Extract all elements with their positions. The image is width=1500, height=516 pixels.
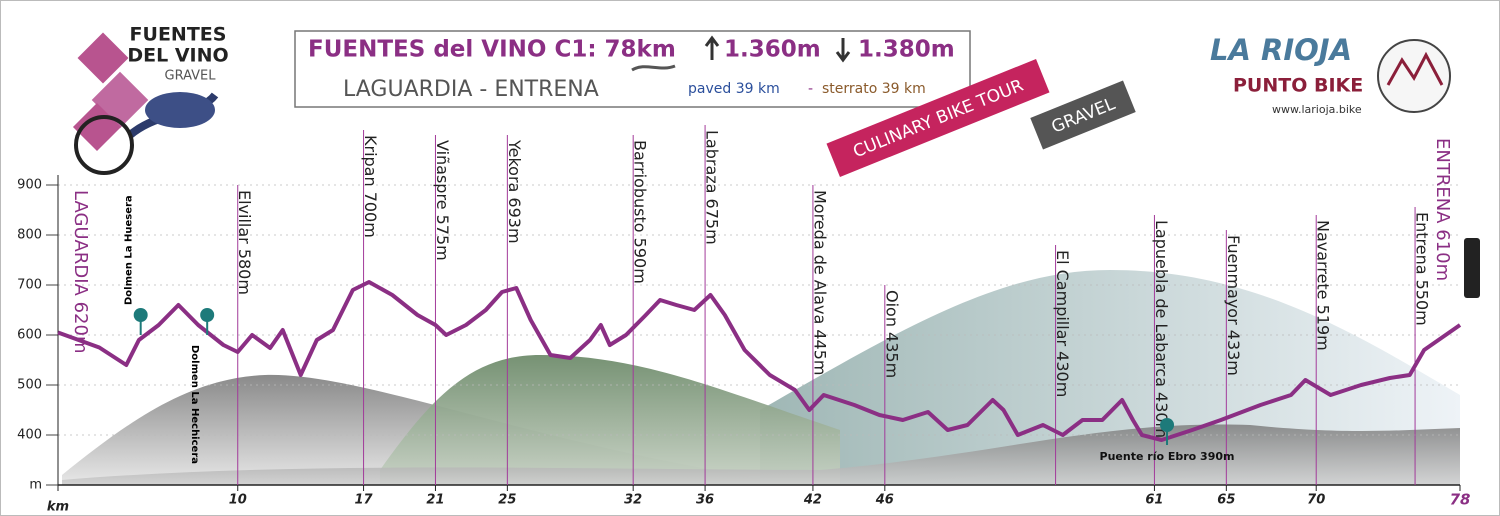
descent: 1.380m — [858, 37, 955, 63]
place-label: Entrena 550m — [1413, 212, 1432, 326]
place-label: Moreda de Alava 445m — [810, 190, 829, 375]
paved: paved 39 km — [688, 81, 780, 97]
pin — [1160, 418, 1175, 432]
pin-label: Dolmen La Huesera — [124, 195, 135, 305]
route-arrow — [631, 64, 676, 72]
y-tick-label: 900 — [17, 178, 42, 193]
x-tick-label: 61 — [1145, 493, 1163, 508]
up-arrow — [704, 35, 720, 60]
x-tick-label: 70 — [1307, 493, 1325, 508]
separator: - — [808, 81, 813, 97]
place-label: Viñaspre 575m — [433, 140, 452, 261]
down-arrow — [835, 38, 851, 63]
y-tick-label: 700 — [17, 278, 42, 293]
title: FUENTES del VINO C1: 78km — [308, 37, 676, 63]
x-tick-label: 65 — [1217, 493, 1235, 508]
x-tick-label: 10 — [229, 493, 247, 508]
place-label: El Campillar 430m — [1053, 250, 1072, 397]
y-tick-label: 800 — [17, 228, 42, 243]
hill — [62, 424, 1460, 485]
place-label: Barriobusto 590m — [631, 140, 650, 284]
logo-text: GRAVEL — [165, 69, 217, 84]
place-label: Elvillar 580m — [235, 190, 254, 295]
hill — [380, 355, 840, 485]
x-tick-label: 78 — [1450, 491, 1471, 509]
place-label: Yekora 693m — [505, 139, 524, 244]
x-tick-label: 36 — [696, 493, 714, 508]
place-label: Kripan 700m — [361, 135, 380, 238]
place-label: LAGUARDIA 620m — [70, 190, 91, 353]
pin-label: Puente río Ebro 390m — [1100, 450, 1235, 463]
logo — [72, 32, 219, 175]
x-tick-label: km — [47, 500, 69, 515]
place-label: ENTRENA 610m — [1432, 138, 1453, 281]
x-tick-label: 25 — [498, 493, 516, 508]
brand: LA RIOJA — [1210, 33, 1352, 67]
route: LAGUARDIA - ENTRENA — [343, 77, 599, 102]
x-tick-label: 17 — [355, 493, 374, 508]
y-tick-label: 400 — [17, 428, 42, 443]
profile-line — [57, 280, 1462, 442]
cc-badge — [1464, 238, 1480, 298]
pin — [133, 308, 148, 322]
logo-text: FUENTES — [130, 24, 227, 46]
place-label: Lapuebla de Labarca 430m — [1152, 220, 1171, 438]
brand-logo — [1386, 51, 1444, 86]
place-label: Oion 435m — [882, 290, 901, 378]
x-tick-label: 32 — [624, 493, 642, 508]
brand-sub: PUNTO BIKE — [1233, 75, 1363, 97]
x-tick-label: 46 — [875, 493, 894, 508]
pin — [200, 308, 215, 322]
sterrato: sterrato 39 km — [822, 81, 926, 97]
climb: 1.360m — [724, 37, 821, 63]
pin-label: Dolmen La Hechicera — [189, 345, 200, 464]
y-tick-label: 600 — [17, 328, 42, 343]
logo-text: DEL VINO — [127, 45, 228, 67]
place-label: Labraza 675m — [703, 130, 722, 245]
x-tick-label: 21 — [426, 493, 444, 508]
place-label: Navarrete 519m — [1314, 220, 1333, 351]
place-label: Fuenmayor 433m — [1224, 235, 1243, 376]
y-tick-label: m — [29, 478, 42, 493]
url: www.larioja.bike — [1272, 103, 1362, 116]
x-tick-label: 42 — [803, 493, 822, 508]
y-tick-label: 500 — [17, 378, 42, 393]
